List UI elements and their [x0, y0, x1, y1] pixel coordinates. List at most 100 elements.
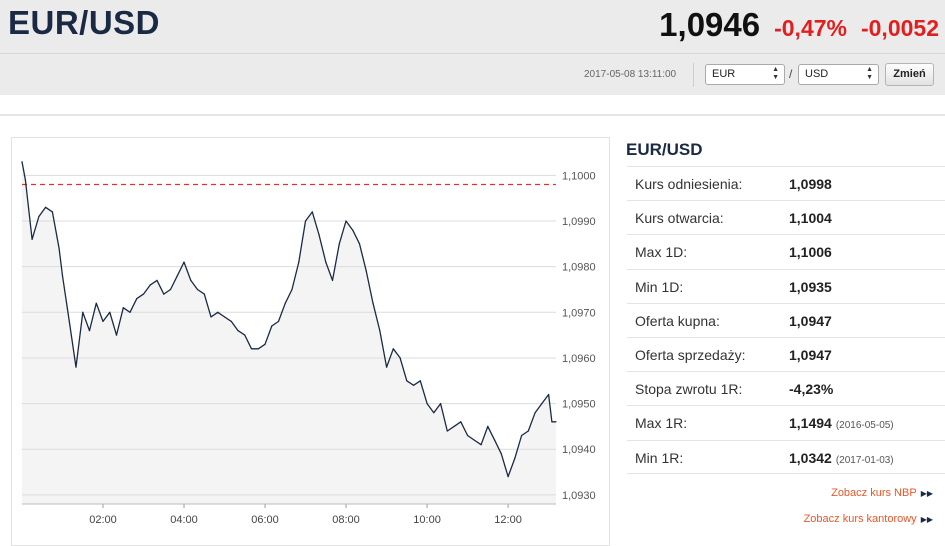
- data-point: [129, 311, 131, 313]
- series-line: [21, 161, 556, 478]
- data-point: [95, 302, 97, 304]
- nbp-rate-link[interactable]: Zobacz kurs NBP ▶▶: [831, 487, 933, 499]
- quote-label: Min 1R:: [635, 449, 684, 466]
- data-point: [68, 320, 70, 322]
- data-point: [311, 211, 313, 213]
- data-point: [271, 325, 273, 327]
- data-point: [399, 357, 401, 359]
- data-point: [406, 380, 408, 382]
- data-point: [58, 247, 60, 249]
- data-point: [115, 334, 118, 336]
- quote-value: 1,0947: [789, 347, 836, 363]
- data-point: [386, 366, 388, 368]
- data-point: [480, 444, 482, 446]
- quote-label: Oferta sprzedaży:: [635, 346, 746, 363]
- data-point: [136, 298, 138, 300]
- data-point: [413, 384, 415, 386]
- x-tick-label: 04:00: [170, 514, 198, 526]
- side-panel-title: EUR/USD: [626, 140, 703, 159]
- to-currency-value: USD: [805, 68, 829, 80]
- quote-label: Stopa zwrotu 1R:: [635, 381, 743, 398]
- data-point: [203, 293, 205, 295]
- quote-number: -4,23%: [789, 381, 834, 398]
- data-point: [318, 234, 320, 236]
- price-chart: 1,1000 1,0990 1,0980 1,0970 1,0960 1,0950 1,09…: [21, 161, 596, 526]
- page-title: EUR/USD: [8, 4, 161, 41]
- data-point: [21, 161, 23, 163]
- price-block: 1,0946 -0,47% -0,0052: [659, 6, 939, 44]
- data-point: [61, 275, 64, 277]
- change-button[interactable]: Zmień: [885, 63, 934, 86]
- quote-row: Oferta kupna: 1,0947: [627, 302, 945, 337]
- chart-panel: 1,1000 1,0990 1,0980 1,0970 1,0960 1,0950 1,09…: [11, 137, 610, 546]
- quote-date: (2017-01-03): [835, 454, 894, 466]
- data-point: [82, 311, 84, 313]
- quote-row: Min 1D: 1,0935: [627, 268, 945, 303]
- data-point: [38, 215, 40, 218]
- quote-date: (2016-05-05): [835, 420, 894, 432]
- double-chevron-right-icon: ▶▶: [920, 515, 933, 524]
- data-point: [500, 453, 502, 455]
- x-tick-label: 12:00: [494, 514, 522, 526]
- data-point: [440, 403, 442, 405]
- quote-row: Stopa zwrotu 1R: -4,23%: [627, 371, 945, 405]
- y-tick-label: 1,1000: [562, 170, 596, 182]
- quote-row: Kurs otwarcia: 1,1004: [627, 200, 945, 234]
- quote-label: Max 1R:: [635, 415, 688, 432]
- select-arrows-icon: ▲ ▼: [866, 66, 873, 81]
- double-chevron-right-icon: ▶▶: [920, 489, 933, 498]
- data-point: [264, 343, 266, 345]
- current-price: 1,0946: [659, 6, 761, 43]
- quote-label: Kurs otwarcia:: [635, 210, 724, 227]
- quote-label: Min 1D:: [635, 278, 684, 295]
- data-point: [467, 434, 469, 437]
- data-point: [244, 334, 246, 336]
- data-point: [487, 425, 489, 427]
- quote-label: Oferta kupna:: [635, 312, 720, 329]
- data-point: [534, 412, 536, 414]
- quote-value: 1,1004: [789, 210, 836, 226]
- data-point: [291, 288, 293, 291]
- x-tick-label: 08:00: [332, 514, 360, 526]
- y-tick-label: 1,0990: [562, 216, 596, 228]
- quote-number: 1,0342: [789, 449, 832, 466]
- data-point: [88, 330, 91, 332]
- quote-value: -4,23%: [789, 381, 837, 397]
- currency-separator: /: [789, 67, 793, 81]
- quote-label: Max 1D:: [635, 244, 688, 261]
- exchange-rate-link[interactable]: Zobacz kurs kantorowy ▶▶: [804, 513, 933, 525]
- x-tick-label: 02:00: [89, 514, 117, 526]
- data-point: [460, 421, 462, 423]
- data-point: [237, 330, 239, 332]
- from-currency-select[interactable]: EUR ▲ ▼: [705, 64, 785, 85]
- data-point: [426, 403, 428, 405]
- to-currency-select[interactable]: USD ▲ ▼: [798, 64, 879, 85]
- from-currency-value: EUR: [712, 68, 736, 80]
- data-point: [345, 220, 347, 222]
- y-tick-label: 1,0930: [562, 490, 596, 502]
- header-bar: EUR/USD 1,0946 -0,47% -0,0052 2017-05-08…: [0, 0, 945, 95]
- header-divider: [0, 53, 945, 54]
- data-point: [176, 275, 178, 277]
- timestamp: 2017-05-08 13:11:00: [584, 69, 677, 80]
- toolbar-divider: [693, 63, 694, 87]
- data-point: [163, 293, 165, 295]
- quote-row: Kurs odniesienia: 1,0998: [627, 166, 945, 200]
- x-tick-label: 06:00: [251, 514, 279, 526]
- data-point: [31, 238, 33, 240]
- data-point: [298, 261, 300, 263]
- data-point: [527, 430, 529, 432]
- data-point: [75, 366, 77, 368]
- data-point: [230, 320, 232, 322]
- data-point: [190, 279, 192, 281]
- data-point: [223, 316, 226, 318]
- exchange-rate-link-label: Zobacz kurs kantorowy: [803, 513, 917, 525]
- data-point: [210, 316, 212, 318]
- quote-row: Max 1D: 1,1006: [627, 234, 945, 268]
- quote-number: 1,1006: [789, 244, 832, 261]
- data-point: [392, 348, 394, 350]
- data-point: [183, 261, 185, 263]
- data-point: [473, 439, 475, 441]
- data-point: [365, 270, 367, 272]
- data-point: [514, 457, 516, 459]
